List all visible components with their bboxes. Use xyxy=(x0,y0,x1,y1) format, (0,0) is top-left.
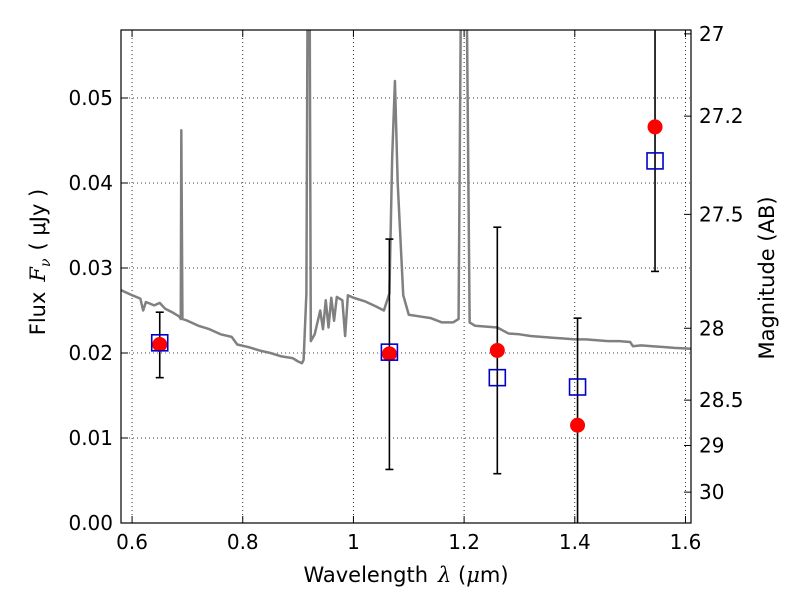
y-tick-label: 0.02 xyxy=(68,341,113,365)
y2-tick-label: 27 xyxy=(699,22,724,46)
x-tick-label: 1.4 xyxy=(559,530,591,554)
observed-flux-point xyxy=(381,346,397,362)
plot-frame xyxy=(120,29,692,524)
x-tick-label: 0.8 xyxy=(227,530,259,554)
model-flux-square xyxy=(646,152,664,170)
model-flux-square xyxy=(488,368,507,387)
x-tick-label: 1 xyxy=(347,530,360,554)
model-spectrum-line xyxy=(121,30,691,365)
observed-flux-point xyxy=(570,417,586,433)
grid-layer xyxy=(121,30,691,523)
x-tick-label: 1.6 xyxy=(670,530,702,554)
model-flux-square xyxy=(380,343,399,361)
model-flux-square xyxy=(150,333,169,352)
x-tick-label: 0.6 xyxy=(116,530,148,554)
y2-tick-label: 27.2 xyxy=(699,104,744,128)
observed-flux-point xyxy=(489,342,505,358)
axes-layer: 0.6 0.8 1 1.2 1.4 1.6 0.00 0.01 0.02 0.03 0.04 0.05… xyxy=(68,22,743,554)
y-tick-label: 0.01 xyxy=(68,426,113,450)
data-layer xyxy=(121,30,691,523)
x-axis-label: Wavelength λ (μm) xyxy=(303,563,508,587)
y2-tick-label: 27.5 xyxy=(699,202,744,226)
y-tick-label: 0.00 xyxy=(68,511,113,535)
y-tick-label: 0.05 xyxy=(68,86,113,110)
y2-tick-label: 28.5 xyxy=(699,388,744,412)
y2-tick-label: 28 xyxy=(699,316,724,340)
model-flux-square xyxy=(568,378,587,396)
y2-tick-label: 29 xyxy=(699,433,724,457)
y-tick-label: 0.03 xyxy=(68,256,113,280)
observed-flux-point xyxy=(647,119,663,135)
y-axis-label: FluxFν( μJy ) xyxy=(26,189,54,335)
y2-tick-label: 30 xyxy=(699,480,724,504)
observed-flux-point xyxy=(152,337,168,352)
y2-axis-label: Magnitude (AB) xyxy=(755,196,779,359)
y-tick-label: 0.04 xyxy=(68,171,113,195)
x-tick-label: 1.2 xyxy=(448,530,480,554)
